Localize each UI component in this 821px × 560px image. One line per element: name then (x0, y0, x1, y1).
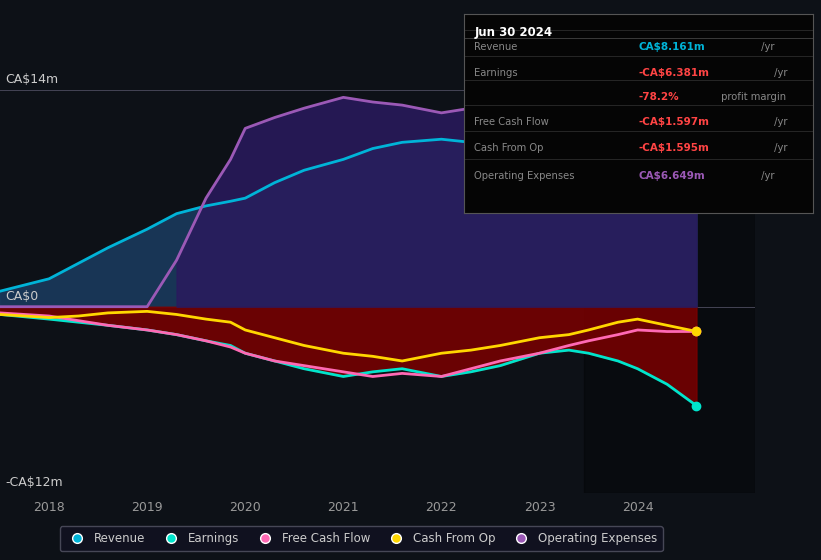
Text: -CA$1.597m: -CA$1.597m (639, 118, 709, 127)
Text: profit margin: profit margin (718, 91, 786, 101)
Text: -78.2%: -78.2% (639, 91, 679, 101)
Text: Jun 30 2024: Jun 30 2024 (475, 26, 553, 39)
Text: Revenue: Revenue (475, 42, 518, 52)
Text: -CA$1.595m: -CA$1.595m (639, 143, 709, 153)
Text: Earnings: Earnings (475, 68, 518, 78)
Text: /yr: /yr (758, 42, 774, 52)
Text: /yr: /yr (758, 171, 774, 181)
Text: CA$8.161m: CA$8.161m (639, 42, 705, 52)
Text: -CA$12m: -CA$12m (5, 476, 62, 489)
Text: Cash From Op: Cash From Op (475, 143, 544, 153)
Text: /yr: /yr (771, 68, 787, 78)
Bar (584, 90, 755, 493)
Text: CA$6.649m: CA$6.649m (639, 171, 705, 181)
Text: /yr: /yr (771, 118, 787, 127)
Text: Operating Expenses: Operating Expenses (475, 171, 575, 181)
Text: -CA$6.381m: -CA$6.381m (639, 68, 709, 78)
Text: /yr: /yr (771, 143, 787, 153)
Text: CA$0: CA$0 (5, 290, 38, 303)
Text: Free Cash Flow: Free Cash Flow (475, 118, 549, 127)
Text: CA$14m: CA$14m (5, 73, 58, 86)
Legend: Revenue, Earnings, Free Cash Flow, Cash From Op, Operating Expenses: Revenue, Earnings, Free Cash Flow, Cash … (60, 526, 663, 551)
